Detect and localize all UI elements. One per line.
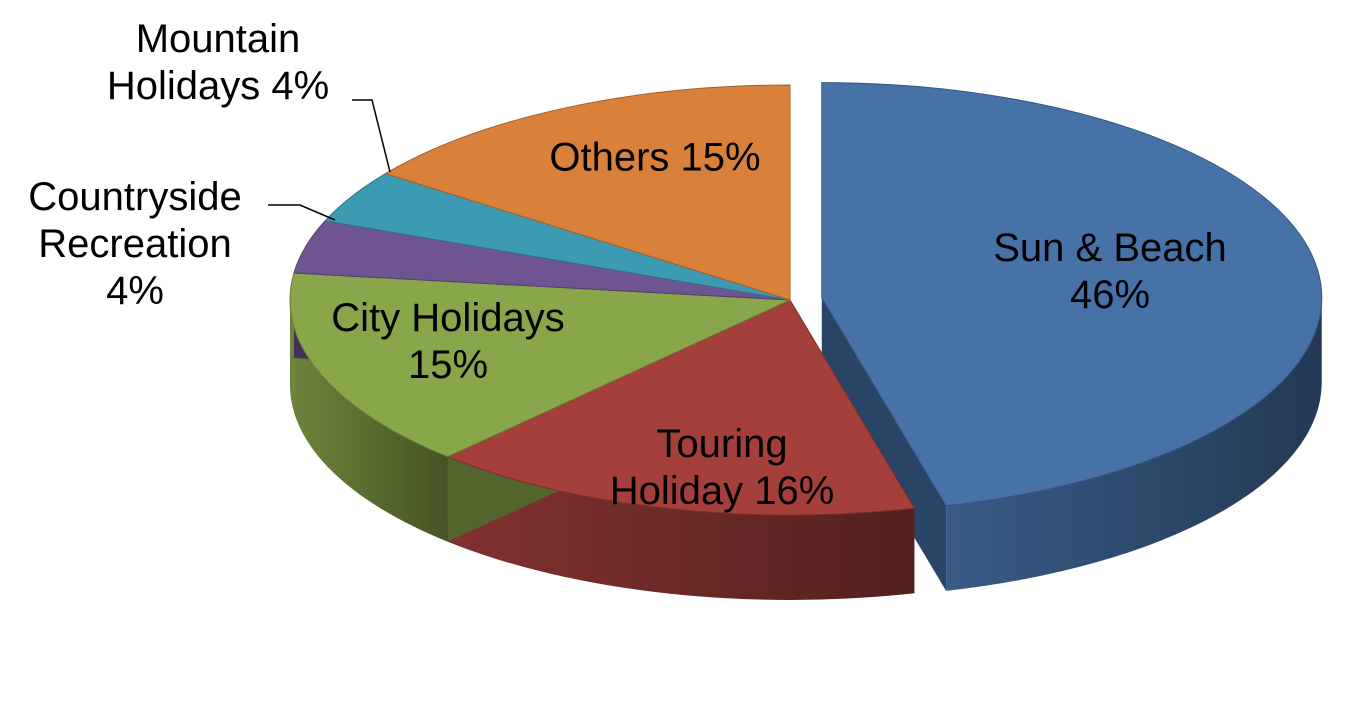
slice-tops xyxy=(289,82,1323,516)
data-label: City Holidays 15% xyxy=(313,295,583,389)
category-label: Sun & Beach xyxy=(993,225,1227,270)
value-label: 15% xyxy=(680,135,761,180)
value-label: 4% xyxy=(106,269,164,314)
slice-side xyxy=(290,300,448,542)
value-label: 15% xyxy=(407,343,489,387)
slice xyxy=(384,84,791,301)
data-label: Others 15% xyxy=(505,134,805,181)
category-label: Mountain Holidays xyxy=(106,16,301,108)
data-label: Touring Holiday 16% xyxy=(592,421,852,515)
category-label: Others xyxy=(549,135,670,180)
value-label: 46% xyxy=(1069,273,1151,317)
data-label: Countryside Recreation 4% xyxy=(8,174,263,316)
leader-line xyxy=(268,204,336,221)
slice-side xyxy=(946,297,1322,591)
slice xyxy=(289,272,791,458)
category-label: Touring Holiday xyxy=(609,421,788,513)
slice xyxy=(446,299,916,516)
slice-edge xyxy=(821,297,947,591)
value-label: 4% xyxy=(271,64,330,108)
category-label: City Holidays xyxy=(331,295,565,340)
slice-side xyxy=(447,456,915,601)
data-label: Sun & Beach 46% xyxy=(965,225,1255,319)
leader-line xyxy=(352,99,391,173)
slice xyxy=(821,82,1323,507)
value-label: 16% xyxy=(754,469,835,513)
data-label: Mountain Holidays 4% xyxy=(78,16,358,110)
category-label: Countryside Recreation xyxy=(28,175,242,267)
